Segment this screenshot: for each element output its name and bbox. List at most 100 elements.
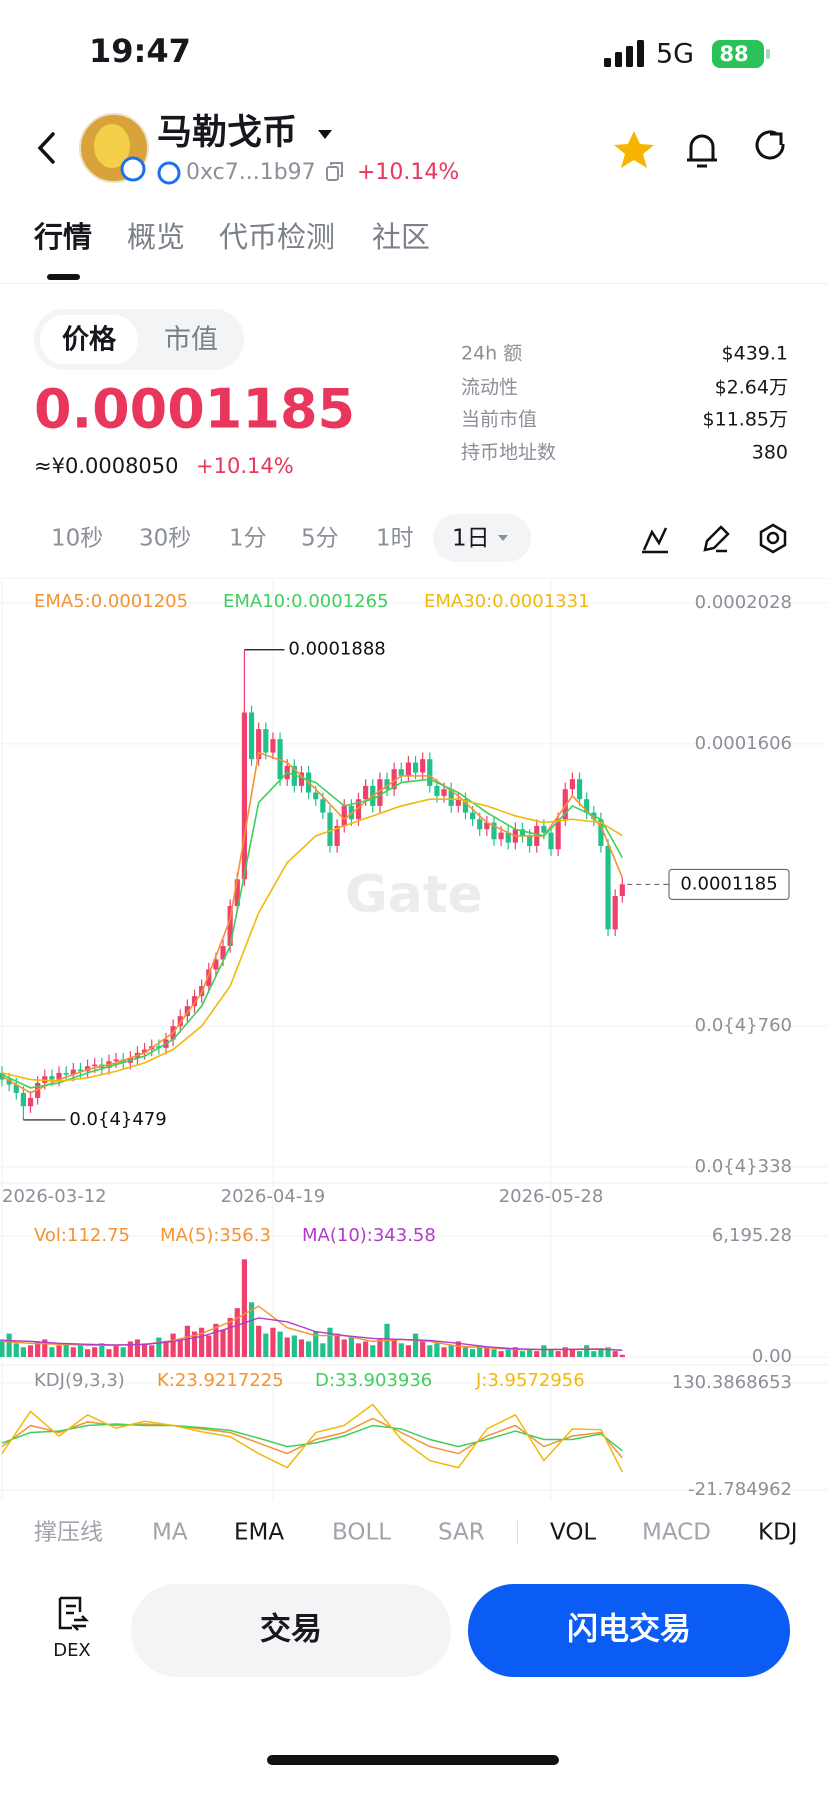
indicator-tab[interactable]: SAR — [438, 1520, 485, 1546]
candle-body — [391, 769, 397, 790]
series-line — [1, 1403, 623, 1473]
candle-body — [92, 1064, 98, 1067]
candle-body — [598, 819, 604, 846]
tab[interactable]: 代币检测 — [219, 220, 335, 254]
volume-bar — [134, 1339, 141, 1357]
interval[interactable]: 1日 — [452, 526, 490, 552]
interval[interactable]: 10秒 — [51, 526, 103, 552]
candle-body — [70, 1069, 76, 1075]
candle-body — [462, 799, 469, 813]
toggle-option[interactable]: 价格 — [62, 325, 117, 356]
draw-icon[interactable] — [703, 525, 730, 553]
volume-bar — [35, 1341, 41, 1357]
watermark: Gate — [345, 865, 483, 925]
volume-bar — [42, 1339, 48, 1357]
refresh-icon[interactable] — [755, 130, 785, 160]
candle-body — [113, 1059, 119, 1062]
alert-bell[interactable] — [687, 134, 717, 168]
candle-body — [241, 712, 248, 880]
token-name[interactable]: 马勒戈币 — [157, 113, 297, 153]
flash-trade-button-label[interactable]: 闪电交易 — [567, 1612, 691, 1648]
volume-bar — [605, 1347, 611, 1357]
network: 5G — [656, 39, 694, 70]
candle-body — [77, 1069, 84, 1072]
interval[interactable]: 30秒 — [139, 526, 191, 552]
volume-bar — [569, 1349, 575, 1357]
volume-bar — [320, 1343, 326, 1357]
volume-bar — [491, 1349, 497, 1357]
candle-body — [427, 759, 433, 786]
divider — [0, 578, 828, 579]
volume-bar — [92, 1347, 98, 1357]
candle-body — [484, 822, 490, 830]
token-dropdown[interactable] — [318, 130, 332, 139]
candle-body — [63, 1072, 69, 1075]
legend-entry: EMA10:0.0001265 — [223, 591, 389, 612]
y-tick-label: 0.0001606 — [695, 733, 792, 754]
copy-icon[interactable] — [326, 162, 343, 181]
volume-bar — [448, 1345, 454, 1357]
status-time: 19:47 — [89, 32, 191, 70]
indicator-tab[interactable]: MACD — [642, 1520, 711, 1546]
favorite-star[interactable] — [614, 131, 654, 168]
interval[interactable]: 1分 — [229, 526, 267, 552]
y-tick-label: -21.784962 — [688, 1479, 792, 1500]
volume-bar — [0, 1339, 5, 1357]
stat-value: $11.85万 — [703, 409, 788, 431]
volume-label: Vol:112.75 — [34, 1225, 130, 1246]
trade-button[interactable] — [131, 1584, 451, 1677]
volume-bar — [6, 1333, 12, 1357]
volume-bar — [348, 1337, 354, 1357]
indicator-tab[interactable]: MA — [152, 1520, 188, 1546]
tab[interactable]: 社区 — [372, 220, 430, 254]
volume-bar — [434, 1343, 440, 1357]
interval-dropdown[interactable] — [498, 535, 508, 541]
x-tick-label: 2026-04-19 — [221, 1186, 326, 1207]
header-change: +10.14% — [357, 160, 459, 185]
indicator-tab[interactable]: 撑压线 — [34, 1520, 103, 1546]
volume-bar — [298, 1339, 305, 1357]
cny-price: ≈¥0.0008050 — [34, 454, 179, 478]
volume-bar — [534, 1351, 540, 1357]
indicator-tab[interactable]: EMA — [234, 1520, 284, 1546]
toggle-option[interactable]: 市值 — [164, 325, 218, 356]
candle-body — [256, 729, 262, 760]
indicator-tab[interactable]: KDJ — [758, 1520, 798, 1546]
back-button[interactable] — [37, 132, 55, 164]
volume-bar — [213, 1323, 219, 1357]
volume-bar — [541, 1345, 547, 1357]
interval[interactable]: 1时 — [376, 526, 414, 552]
flash-trade-button[interactable] — [468, 1584, 790, 1677]
indicator-tab[interactable]: BOLL — [332, 1520, 391, 1546]
settings-icon[interactable] — [759, 523, 787, 554]
candle-body — [619, 884, 625, 897]
dex-label[interactable]: DEX — [53, 1640, 91, 1661]
interval[interactable]: 5分 — [301, 526, 339, 552]
volume-bar — [313, 1331, 319, 1357]
indicator-icon[interactable] — [642, 527, 668, 554]
tab[interactable]: 行情 — [33, 220, 92, 254]
dex-icon[interactable] — [58, 1596, 90, 1631]
candle-body — [398, 769, 404, 776]
candle-body — [20, 1092, 26, 1107]
avatar-figure — [94, 124, 130, 168]
stat-label: 流动性 — [461, 377, 518, 399]
volume-bar — [377, 1339, 383, 1357]
volume-bar — [555, 1351, 561, 1357]
y-tick-label: 0.0002028 — [695, 592, 792, 613]
volume-bar — [363, 1341, 369, 1357]
y-tick-label: 0.0{4}338 — [695, 1156, 792, 1177]
volume-bar — [127, 1341, 133, 1357]
candle-body — [420, 759, 426, 773]
battery-tip — [766, 49, 770, 59]
candle-body — [541, 825, 547, 833]
volume-bar — [177, 1339, 183, 1357]
legend-entry: J:3.9572956 — [475, 1370, 585, 1391]
indicator-tab[interactable]: VOL — [550, 1520, 596, 1546]
candle-body — [13, 1084, 19, 1093]
tab[interactable]: 概览 — [127, 220, 185, 254]
x-tick-label: 2026-03-12 — [2, 1186, 107, 1207]
volume-bar — [512, 1347, 518, 1357]
trade-button-label[interactable]: 交易 — [260, 1612, 322, 1648]
